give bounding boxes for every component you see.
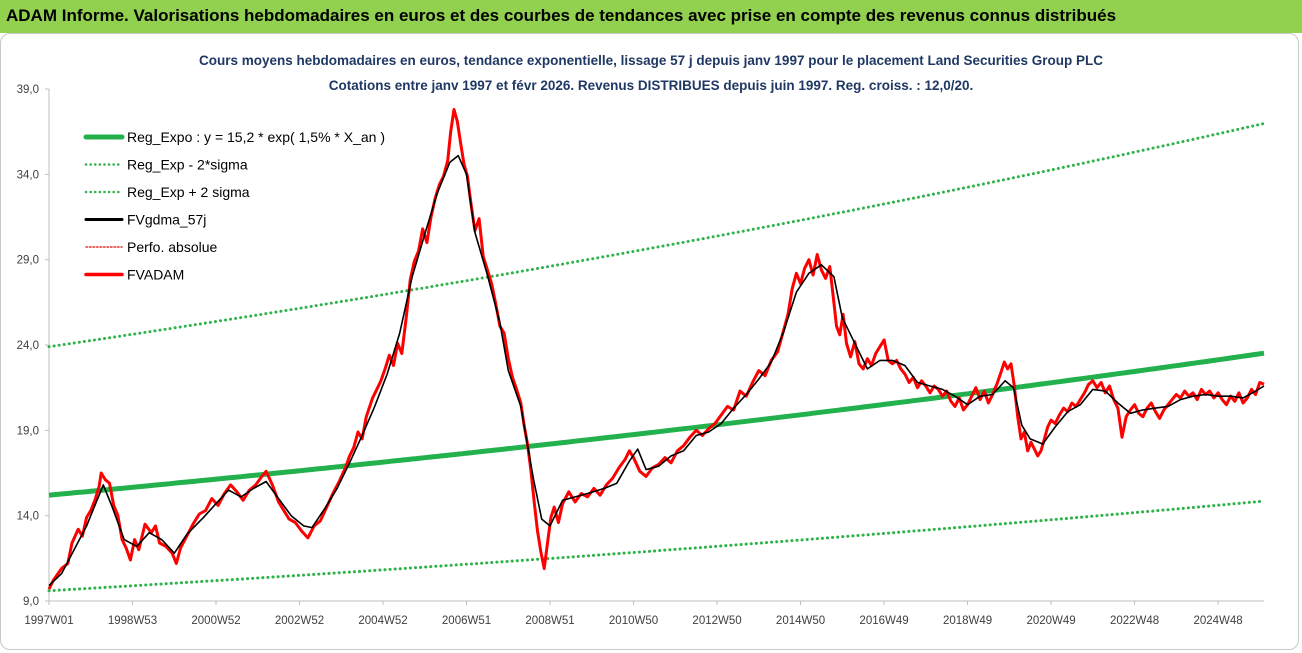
y-tick-label: 29,0: [17, 255, 39, 267]
x-tick-label: 2000W52: [191, 615, 240, 627]
y-tick-label: 19,0: [17, 425, 39, 437]
x-tick-label: 2022W48: [1110, 615, 1159, 627]
x-tick-label: 2012W50: [692, 615, 741, 627]
x-tick-label: 2004W52: [358, 615, 407, 627]
legend-label: Perfo. absolue: [127, 239, 217, 255]
y-tick-label: 14,0: [17, 511, 39, 523]
regression-line: [48, 350, 1265, 498]
report-banner: ADAM Informe. Valorisations hebdomadaire…: [0, 0, 1302, 33]
legend-label: FVgdma_57j: [127, 212, 206, 228]
regression-bands: [47, 122, 1266, 593]
y-tick-label: 39,0: [17, 84, 39, 96]
x-tick-label: 2016W49: [859, 615, 908, 627]
x-tick-label: 1998W53: [108, 615, 157, 627]
chart-legend: Reg_Expo : y = 15,2 * exp( 1,5% * X_an )…: [83, 129, 385, 283]
series-fvgdma: [48, 154, 1265, 587]
x-tick-label: 2002W52: [275, 615, 324, 627]
chart-title-line2: Cotations entre janv 1997 et févr 2026. …: [328, 78, 974, 93]
y-tick-label: 34,0: [17, 169, 39, 181]
y-tick-label: 24,0: [17, 340, 39, 352]
chart-axes: 9,0 14,0 19,0 24,0 29,0 34,0 39,0 1997W01 1998W5…: [17, 84, 1264, 627]
x-tick-label: 2008W51: [525, 615, 574, 627]
x-tick-label: 2006W51: [442, 615, 491, 627]
legend-label: Reg_Exp - 2*sigma: [127, 157, 248, 173]
legend-label: Reg_Expo : y = 15,2 * exp( 1,5% * X_an ): [127, 129, 385, 145]
chart-title-line1: Cours moyens hebdomadaires en euros, ten…: [198, 53, 1104, 68]
y-tick-label: 9,0: [23, 596, 39, 608]
legend-label: FVADAM: [127, 267, 184, 283]
x-tick-label: 1997W01: [24, 615, 73, 627]
series-reg-expo: [48, 350, 1265, 498]
series-upper-band: [47, 122, 1266, 349]
chart-frame: [0, 33, 1299, 650]
x-tick-label: 2018W49: [943, 615, 992, 627]
x-tick-label: 2020W49: [1026, 615, 1075, 627]
price-series: [47, 108, 1265, 590]
x-tick-label: 2024W48: [1193, 615, 1242, 627]
series-fvadam: [47, 108, 1265, 590]
series-lower-band: [47, 499, 1266, 593]
x-tick-label: 2010W50: [609, 615, 658, 627]
x-tick-label: 2014W50: [776, 615, 825, 627]
report-title: ADAM Informe. Valorisations hebdomadaire…: [6, 6, 1117, 25]
legend-label: Reg_Exp + 2 sigma: [127, 184, 250, 200]
